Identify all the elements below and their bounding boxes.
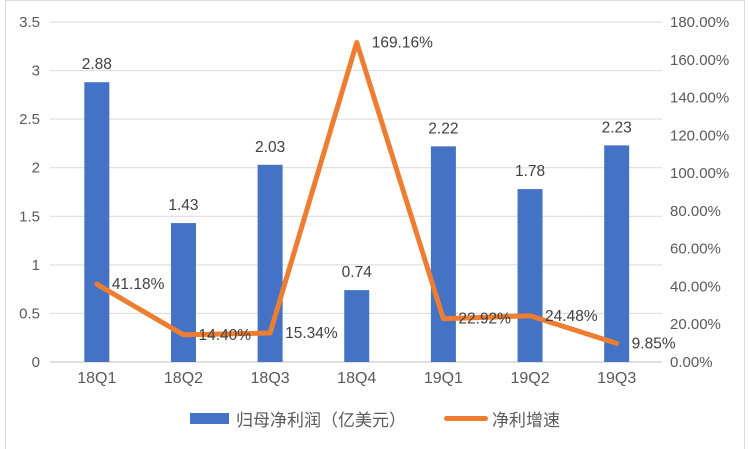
right-axis-tick: 0.00% <box>670 354 713 371</box>
category-label: 18Q4 <box>337 370 376 387</box>
line-value-label: 15.34% <box>285 325 338 342</box>
left-axis-tick: 3 <box>32 63 40 80</box>
bar-18Q2 <box>170 223 196 362</box>
bar-18Q1 <box>84 82 110 362</box>
right-axis-tick: 120.00% <box>670 127 729 144</box>
line-series <box>94 39 620 346</box>
bar-value-label: 2.22 <box>428 120 458 137</box>
line-value-label: 22.92% <box>458 311 511 328</box>
bar-19Q3 <box>604 145 630 362</box>
chart-legend: 归母净利润（亿美元） 净利增速 <box>0 406 750 431</box>
bar-value-label: 1.43 <box>168 197 198 214</box>
legend-bar-swatch-icon <box>190 413 229 424</box>
legend-label-growth-rate: 净利增速 <box>492 411 560 430</box>
left-axis-tick: 2 <box>32 160 40 177</box>
category-label: 19Q1 <box>424 370 463 387</box>
bar-value-label: 2.88 <box>82 56 112 73</box>
left-axis-tick: 0 <box>32 354 40 371</box>
left-axis-tick: 1 <box>32 257 40 274</box>
line-value-label: 41.18% <box>112 276 165 293</box>
bar-value-label: 0.74 <box>342 264 373 281</box>
bar-19Q2 <box>517 189 543 362</box>
legend-label-net-profit: 归母净利润（亿美元） <box>236 411 406 430</box>
legend-item-growth-rate: 净利增速 <box>444 406 560 431</box>
legend-item-net-profit: 归母净利润（亿美元） <box>190 406 406 431</box>
legend-line-swatch-icon <box>444 416 488 421</box>
line-value-label: 14.40% <box>198 327 251 344</box>
right-axis-tick: 140.00% <box>670 90 729 107</box>
right-axis-tick: 20.00% <box>670 316 721 333</box>
category-label: 19Q2 <box>510 370 549 387</box>
left-axis-tick: 3.5 <box>19 14 40 31</box>
left-axis-tick: 2.5 <box>19 111 40 128</box>
right-axis-tick: 180.00% <box>670 14 729 31</box>
left-axis-tick: 1.5 <box>19 208 40 225</box>
bar-18Q4 <box>344 290 370 362</box>
bar-value-label: 2.03 <box>255 139 285 156</box>
category-label: 18Q1 <box>77 370 116 387</box>
line-value-label: 24.48% <box>545 308 598 325</box>
category-label: 18Q3 <box>251 370 290 387</box>
right-axis-tick: 40.00% <box>670 278 721 295</box>
right-axis-tick: 160.00% <box>670 52 729 69</box>
line-value-label: 169.16% <box>372 34 433 51</box>
right-axis-tick: 60.00% <box>670 241 721 258</box>
category-label: 18Q2 <box>164 370 203 387</box>
right-axis-tick: 100.00% <box>670 165 729 182</box>
category-label: 19Q3 <box>597 370 636 387</box>
bar-19Q1 <box>430 146 456 362</box>
bar-value-label: 2.23 <box>602 119 632 136</box>
right-axis-tick: 80.00% <box>670 203 721 220</box>
line-value-label: 9.85% <box>632 335 676 352</box>
bar-value-label: 1.78 <box>515 163 545 180</box>
left-axis-tick: 0.5 <box>19 305 40 322</box>
